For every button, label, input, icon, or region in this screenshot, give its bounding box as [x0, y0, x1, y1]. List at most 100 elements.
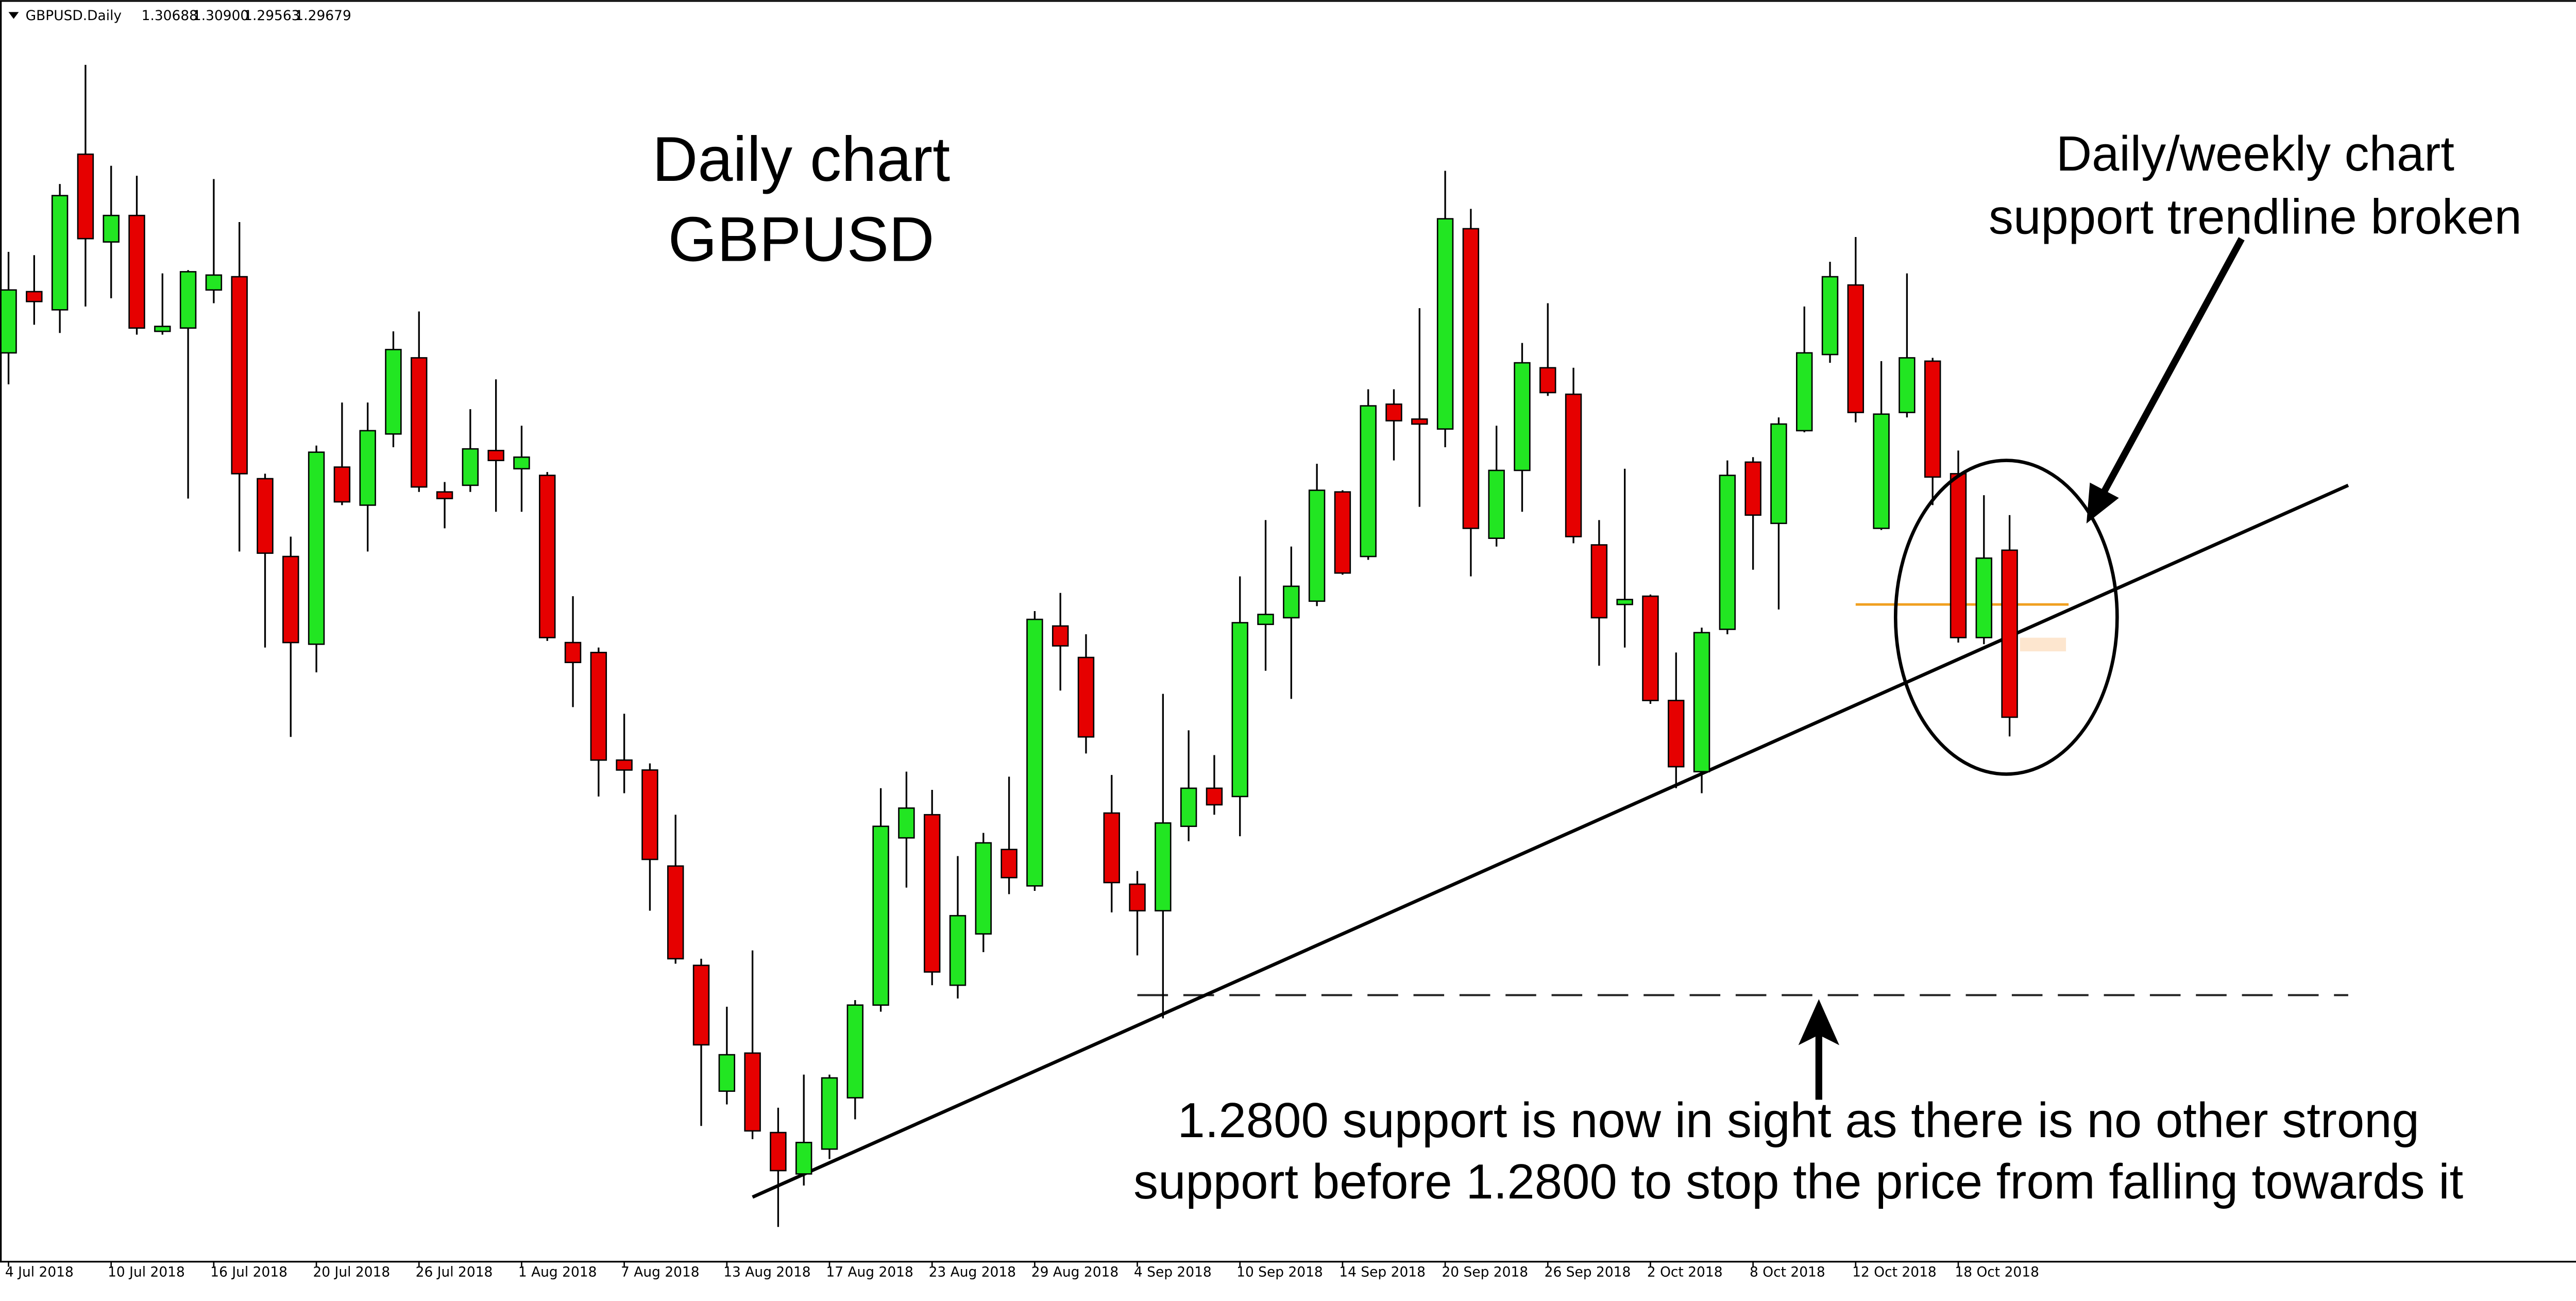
candle-body — [1231, 622, 1248, 798]
candle-body — [1565, 393, 1582, 537]
candle-body — [1308, 489, 1326, 602]
candle-body — [1385, 403, 1402, 421]
candle-body — [1590, 544, 1608, 619]
candle-body — [1257, 614, 1274, 626]
candle-body — [821, 1077, 838, 1150]
candle-body — [1103, 812, 1120, 884]
header-open: 1.30688 — [142, 8, 198, 24]
candle-body — [2001, 549, 2018, 718]
menu-triangle — [8, 12, 19, 19]
candle-body — [1770, 423, 1787, 525]
candle-body — [1155, 822, 1172, 911]
candle-body — [692, 965, 710, 1046]
x-tick-label: 26 Sep 2018 — [1545, 1264, 1631, 1280]
x-tick-label: 23 Aug 2018 — [929, 1264, 1016, 1280]
candle-body — [923, 814, 941, 973]
candle-body — [744, 1052, 761, 1132]
header-close: 1.29679 — [295, 8, 351, 24]
candle-body — [179, 271, 197, 329]
candle-body — [1821, 276, 1839, 356]
candle-body — [667, 865, 684, 960]
candle-body — [590, 652, 607, 761]
x-tick-label: 10 Jul 2018 — [108, 1264, 185, 1280]
candle-body — [1411, 418, 1428, 425]
x-tick-label: 4 Sep 2018 — [1134, 1264, 1212, 1280]
x-tick-label: 2 Oct 2018 — [1647, 1264, 1723, 1280]
candle-body — [1616, 599, 1633, 605]
annotation-text: 1.2800 support is now in sight as there … — [1177, 1093, 2419, 1148]
x-tick-label: 12 Oct 2018 — [1852, 1264, 1937, 1280]
candle-body — [154, 326, 171, 332]
symbol-title: GBPUSD.Daily — [26, 8, 122, 24]
x-tick-label: 10 Sep 2018 — [1236, 1264, 1323, 1280]
candle-body — [436, 491, 453, 499]
trendline — [752, 483, 2349, 1199]
annotation-text: GBPUSD — [668, 204, 935, 274]
candle-body — [795, 1142, 812, 1175]
candle-body — [1283, 585, 1300, 619]
candle-body — [282, 555, 299, 644]
candle-body — [1847, 284, 1865, 413]
candle-body — [1539, 367, 1556, 394]
candle-body — [1436, 218, 1454, 430]
candle-body — [462, 448, 479, 486]
candle-body — [385, 349, 402, 435]
candle-body — [564, 641, 582, 663]
candle-body — [1693, 632, 1710, 773]
candle-body — [616, 759, 633, 771]
candle-body — [1001, 849, 1018, 878]
x-tick-label: 20 Sep 2018 — [1442, 1264, 1528, 1280]
x-tick-label: 7 Aug 2018 — [621, 1264, 700, 1280]
candle-body — [1668, 700, 1685, 768]
candle-body — [1462, 228, 1480, 529]
circle-annotation — [1893, 459, 2119, 776]
candle-body — [26, 291, 43, 302]
x-tick-label: 16 Jul 2018 — [210, 1264, 287, 1280]
candle-body — [1873, 413, 1890, 529]
candle-body — [1719, 475, 1736, 630]
arrow-head — [1798, 999, 1840, 1045]
x-tick-label: 1 Aug 2018 — [518, 1264, 597, 1280]
candle-body — [846, 1004, 864, 1099]
annotation-text: Daily/weekly chart — [2056, 126, 2454, 181]
header-high: 1.30900 — [193, 8, 249, 24]
header-low: 1.29563 — [244, 8, 300, 24]
x-tick-label: 29 Aug 2018 — [1031, 1264, 1118, 1280]
candle-body — [1796, 352, 1813, 432]
plot-frame — [0, 0, 2576, 1263]
candle-body — [1206, 787, 1223, 806]
candle-body — [1975, 557, 1993, 638]
candle-body — [359, 430, 376, 506]
candle-body — [975, 842, 992, 935]
candle-body — [205, 274, 223, 291]
candle-body — [1077, 656, 1095, 738]
candle-body — [1642, 595, 1659, 701]
annotation-text: Daily chart — [652, 124, 950, 194]
marks: 1.338351.335151.331951.328751.325551.322… — [0, 64, 2349, 1280]
arrow-head — [2086, 482, 2119, 524]
x-tick-label: 13 Aug 2018 — [723, 1264, 810, 1280]
arrow-line — [2100, 237, 2245, 495]
x-tick-label: 14 Sep 2018 — [1339, 1264, 1426, 1280]
candle-body — [949, 915, 967, 986]
candle-body — [487, 450, 504, 462]
x-tick-label: 26 Jul 2018 — [416, 1264, 493, 1280]
candle-body — [1950, 473, 1967, 638]
x-tick-label: 8 Oct 2018 — [1750, 1264, 1825, 1280]
x-tick-label: 18 Oct 2018 — [1955, 1264, 2039, 1280]
x-tick-label: 20 Jul 2018 — [313, 1264, 390, 1280]
candle-body — [308, 451, 325, 645]
candle-body — [1488, 469, 1505, 539]
candle-body — [872, 825, 889, 1006]
candle-body — [718, 1054, 736, 1092]
candle-body — [51, 195, 69, 311]
candle-body — [231, 276, 248, 475]
candle-body — [1514, 362, 1531, 471]
candle-body — [1052, 625, 1069, 647]
x-tick-label: 17 Aug 2018 — [826, 1264, 913, 1280]
highlight-zone — [2020, 637, 2066, 652]
candle-body — [1744, 461, 1761, 516]
candle-body — [1334, 491, 1351, 574]
